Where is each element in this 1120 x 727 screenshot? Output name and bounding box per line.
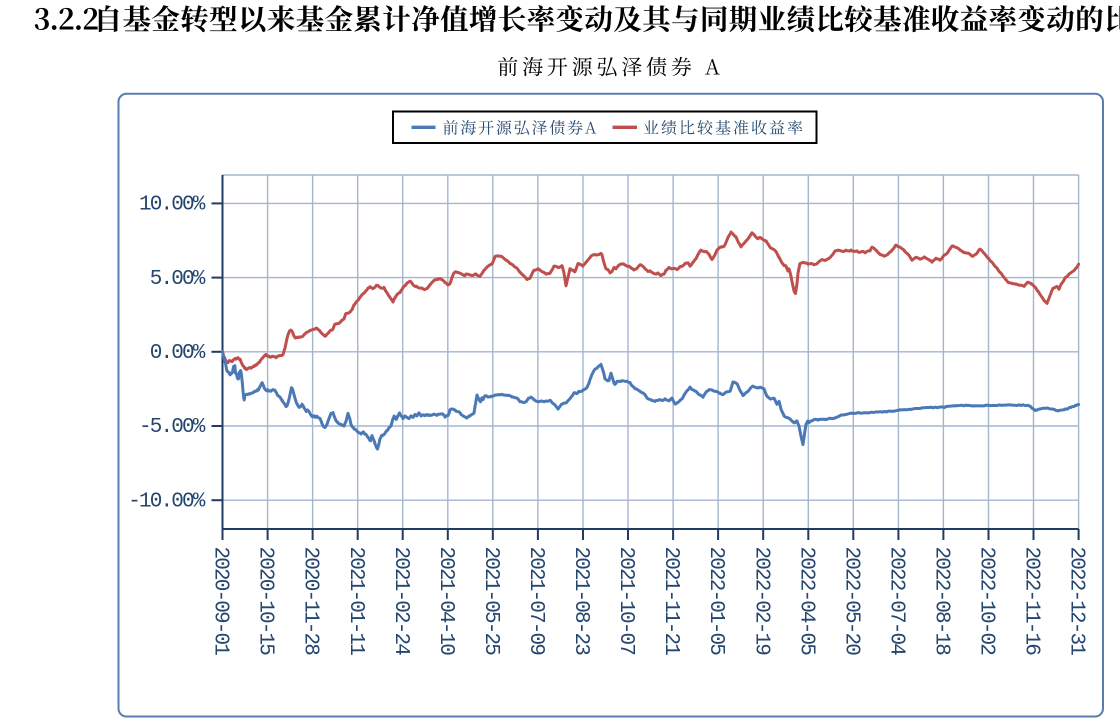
svg-text:5.00%: 5.00% (150, 268, 206, 291)
svg-text:2021-05-25: 2021-05-25 (479, 547, 502, 656)
svg-text:2022-01-05: 2022-01-05 (704, 547, 727, 656)
svg-text:2022-12-31: 2022-12-31 (1065, 547, 1088, 656)
svg-text:2020-11-28: 2020-11-28 (299, 547, 322, 656)
svg-text:-5.00%: -5.00% (139, 416, 206, 439)
svg-text:2022-04-05: 2022-04-05 (794, 547, 817, 656)
svg-text:2021-08-23: 2021-08-23 (569, 547, 592, 656)
svg-text:2022-10-02: 2022-10-02 (975, 547, 998, 656)
svg-text:2022-05-20: 2022-05-20 (839, 547, 862, 656)
svg-text:2020-10-15: 2020-10-15 (254, 547, 277, 656)
svg-text:2021-10-07: 2021-10-07 (614, 547, 637, 655)
svg-text:2022-07-04: 2022-07-04 (885, 547, 908, 656)
svg-text:2021-11-21: 2021-11-21 (659, 547, 682, 656)
svg-text:2021-07-09: 2021-07-09 (524, 547, 547, 656)
svg-text:2020-09-01: 2020-09-01 (209, 547, 232, 656)
svg-text:2021-01-11: 2021-01-11 (344, 547, 367, 656)
svg-text:2021-02-24: 2021-02-24 (389, 547, 412, 656)
svg-text:2022-08-18: 2022-08-18 (930, 547, 953, 656)
svg-text:-10.00%: -10.00% (128, 490, 206, 513)
svg-text:10.00%: 10.00% (139, 194, 206, 217)
svg-text:2022-11-16: 2022-11-16 (1020, 547, 1043, 656)
svg-text:2022-02-19: 2022-02-19 (749, 547, 772, 656)
svg-text:0.00%: 0.00% (150, 342, 206, 365)
svg-text:2021-04-10: 2021-04-10 (434, 547, 457, 656)
